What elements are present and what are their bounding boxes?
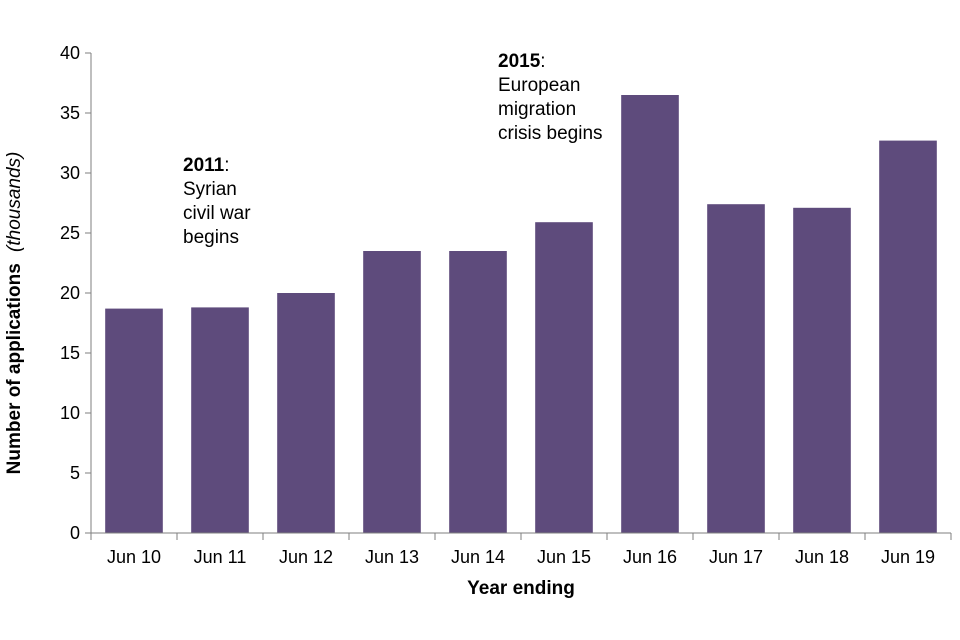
- x-ticks-group: Jun 10 Jun 11 Jun 12 Jun 13 Jun 14 Jun 15 Jun …: [90, 533, 952, 567]
- y-tick-label: 10: [60, 403, 80, 423]
- bars-group: [105, 95, 937, 534]
- bar-jun-14: [449, 251, 507, 533]
- y-tick-label: 30: [60, 163, 80, 183]
- y-tick-label: 5: [70, 463, 80, 483]
- x-tick-label: Jun 14: [451, 547, 505, 567]
- annotation-2011-colon: :: [224, 155, 229, 176]
- bar-jun-19: [879, 140, 937, 533]
- y-axis-title-main: Number of applications: [4, 263, 25, 474]
- y-tick-label: 25: [60, 223, 80, 243]
- y-axis-title-unit: (thousands): [4, 152, 25, 252]
- y-tick-label: 0: [70, 523, 80, 543]
- bar-jun-16: [621, 95, 679, 533]
- x-tick-label: Jun 17: [709, 547, 763, 567]
- bar-jun-11: [191, 307, 249, 533]
- y-tick-label: 40: [60, 43, 80, 63]
- x-tick-label: Jun 13: [365, 547, 419, 567]
- y-tick-label: 35: [60, 103, 80, 123]
- annotation-2015: 2015: European migration crisis begins: [498, 51, 603, 144]
- annotation-2011-line-1: Syrian: [183, 179, 237, 200]
- annotation-2011: 2011: Syrian civil war begins: [183, 155, 256, 248]
- annotation-2015-year: 2015: [498, 51, 541, 72]
- bar-jun-15: [535, 222, 593, 533]
- y-ticks-group: 0 5 10 15 20 25 30 35 40: [60, 43, 91, 543]
- y-axis-title: Number of applications (thousands): [4, 152, 25, 475]
- x-tick-label: Jun 16: [623, 547, 677, 567]
- x-tick-label: Jun 18: [795, 547, 849, 567]
- x-tick-label: Jun 11: [194, 547, 247, 567]
- y-tick-label: 15: [60, 343, 80, 363]
- annotation-2011-year: 2011: [183, 155, 225, 176]
- annotation-2015-line-3: crisis begins: [498, 123, 603, 144]
- annotation-2011-line-2: civil war: [183, 203, 251, 224]
- bar-jun-12: [277, 293, 335, 533]
- x-tick-label: Jun 12: [279, 547, 333, 567]
- bar-jun-18: [793, 207, 851, 534]
- x-tick-label: Jun 15: [537, 547, 591, 567]
- annotation-2015-line-2: migration: [498, 99, 576, 120]
- bar-jun-17: [707, 204, 765, 533]
- annotation-2015-colon: :: [540, 51, 545, 72]
- x-tick-label: Jun 10: [107, 547, 161, 567]
- annotation-2011-line-3: begins: [183, 227, 239, 248]
- x-axis-title: Year ending: [467, 578, 575, 599]
- bar-jun-10: [105, 308, 163, 533]
- bar-jun-13: [363, 251, 421, 533]
- annotation-2015-line-1: European: [498, 75, 580, 96]
- y-tick-label: 20: [60, 283, 80, 303]
- x-tick-label: Jun 19: [881, 547, 935, 567]
